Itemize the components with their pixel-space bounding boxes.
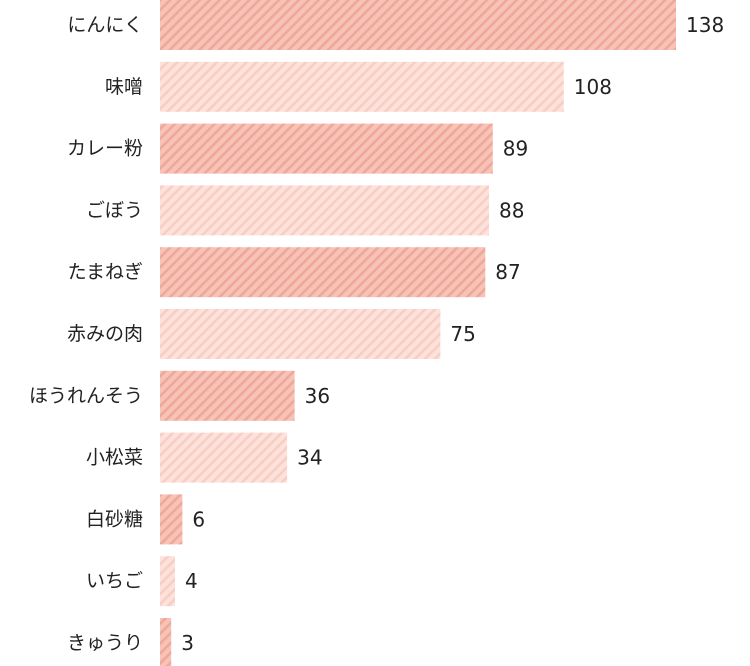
category-label: ごぼう xyxy=(86,199,143,221)
bar-11 xyxy=(160,618,172,666)
category-label: 赤みの肉 xyxy=(67,323,143,345)
value-label: 6 xyxy=(192,507,205,531)
category-label: ほうれんそう xyxy=(29,385,143,407)
value-label: 34 xyxy=(297,446,322,470)
category-label: 白砂糖 xyxy=(86,508,143,530)
bar-1 xyxy=(160,0,676,50)
bar-7 xyxy=(160,370,295,421)
bar-6 xyxy=(160,309,441,359)
category-label: 味噌 xyxy=(105,76,143,98)
value-label: 87 xyxy=(495,260,520,284)
value-label: 88 xyxy=(499,198,524,222)
bar-9 xyxy=(160,494,183,545)
bar-3 xyxy=(160,123,493,174)
value-label: 36 xyxy=(305,384,330,408)
value-label: 75 xyxy=(450,322,475,346)
value-label: 89 xyxy=(503,137,528,161)
bar-4 xyxy=(160,185,489,236)
category-label: きゅうり xyxy=(67,632,143,654)
category-label: カレー粉 xyxy=(67,138,143,160)
category-label: 小松菜 xyxy=(86,447,143,469)
category-label: にんにく xyxy=(67,14,143,36)
bar-5 xyxy=(160,247,486,298)
bars-group xyxy=(160,0,676,666)
value-labels-group: 138 108 89 88 87 75 36 34 6 4 3 xyxy=(181,13,724,655)
value-label: 3 xyxy=(181,631,194,655)
bar-10 xyxy=(160,556,175,607)
category-label: いちご xyxy=(86,570,143,592)
value-label: 4 xyxy=(185,569,198,593)
bar-2 xyxy=(160,61,564,112)
value-label: 138 xyxy=(686,13,724,37)
category-label: たまねぎ xyxy=(68,261,143,283)
bar-8 xyxy=(160,432,288,483)
value-label: 108 xyxy=(574,75,612,99)
